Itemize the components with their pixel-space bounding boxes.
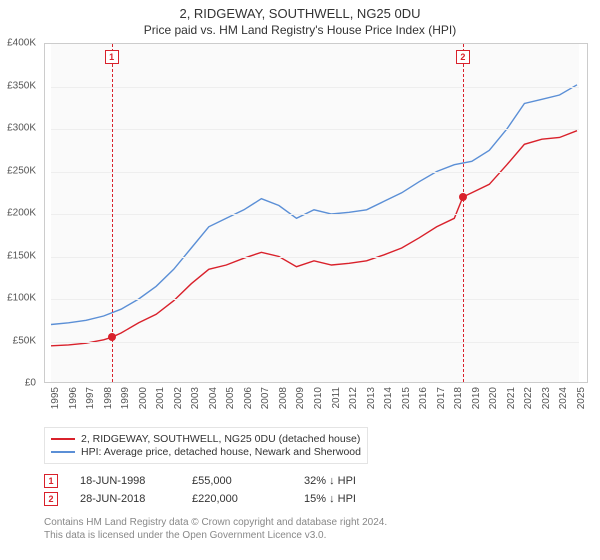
x-tick-label: 2015: [401, 387, 412, 409]
sale-dot: [108, 333, 116, 341]
sale-row-index: 1: [44, 474, 58, 488]
sale-price: £220,000: [192, 493, 282, 505]
x-tick-label: 2024: [558, 387, 569, 409]
x-tick-label: 2009: [295, 387, 306, 409]
y-tick-label: £150K: [7, 250, 36, 261]
sale-vs-hpi: 32% ↓ HPI: [304, 475, 394, 487]
legend-row: 2, RIDGEWAY, SOUTHWELL, NG25 0DU (detach…: [51, 433, 361, 445]
x-tick-label: 2019: [471, 387, 482, 409]
sale-marker-line: [463, 44, 464, 382]
x-tick-label: 2008: [278, 387, 289, 409]
chart-area: 12 £0£50K£100K£150K£200K£250K£300K£350K£…: [44, 43, 588, 383]
legend-label-red: 2, RIDGEWAY, SOUTHWELL, NG25 0DU (detach…: [81, 433, 360, 445]
title-block: 2, RIDGEWAY, SOUTHWELL, NG25 0DU Price p…: [8, 6, 592, 43]
gridline: [51, 342, 579, 343]
sale-date: 28-JUN-2018: [80, 493, 170, 505]
x-tick-label: 2025: [576, 387, 587, 409]
address-title: 2, RIDGEWAY, SOUTHWELL, NG25 0DU: [8, 6, 592, 21]
x-tick-label: 2003: [190, 387, 201, 409]
x-tick-label: 1997: [85, 387, 96, 409]
sale-marker-box: 2: [456, 50, 470, 64]
gridline: [51, 214, 579, 215]
y-axis: £0£50K£100K£150K£200K£250K£300K£350K£400…: [4, 43, 40, 383]
footer-line: Contains HM Land Registry data © Crown c…: [44, 516, 592, 529]
series-line-blue: [51, 85, 577, 325]
footer: Contains HM Land Registry data © Crown c…: [44, 516, 592, 542]
x-tick-label: 1998: [103, 387, 114, 409]
x-tick-label: 2023: [541, 387, 552, 409]
sale-marker-line: [112, 44, 113, 382]
gridline: [51, 87, 579, 88]
y-tick-label: £350K: [7, 80, 36, 91]
chart-subtitle: Price paid vs. HM Land Registry's House …: [8, 23, 592, 37]
series-line-red: [51, 131, 577, 346]
legend-row: HPI: Average price, detached house, Newa…: [51, 446, 361, 458]
x-tick-label: 2012: [348, 387, 359, 409]
legend: 2, RIDGEWAY, SOUTHWELL, NG25 0DU (detach…: [44, 427, 368, 464]
x-tick-label: 2016: [418, 387, 429, 409]
gridline: [51, 257, 579, 258]
y-tick-label: £300K: [7, 123, 36, 134]
gridline: [51, 172, 579, 173]
x-tick-label: 2018: [453, 387, 464, 409]
x-tick-label: 2002: [173, 387, 184, 409]
legend-label-blue: HPI: Average price, detached house, Newa…: [81, 446, 361, 458]
footer-line: This data is licensed under the Open Gov…: [44, 529, 592, 542]
sale-vs-hpi: 15% ↓ HPI: [304, 493, 394, 505]
x-tick-label: 2017: [436, 387, 447, 409]
x-tick-label: 2013: [366, 387, 377, 409]
x-tick-label: 1999: [120, 387, 131, 409]
x-tick-label: 2011: [331, 387, 342, 409]
sales-table: 1 18-JUN-1998 £55,000 32% ↓ HPI 2 28-JUN-2018…: [44, 474, 592, 510]
y-tick-label: £400K: [7, 38, 36, 49]
x-tick-label: 2020: [488, 387, 499, 409]
y-tick-label: £250K: [7, 165, 36, 176]
y-tick-label: £200K: [7, 208, 36, 219]
sale-row: 1 18-JUN-1998 £55,000 32% ↓ HPI: [44, 474, 592, 488]
x-tick-label: 2014: [383, 387, 394, 409]
x-tick-label: 2022: [523, 387, 534, 409]
x-tick-label: 2000: [138, 387, 149, 409]
sale-row: 2 28-JUN-2018 £220,000 15% ↓ HPI: [44, 492, 592, 506]
x-tick-label: 2007: [260, 387, 271, 409]
x-tick-label: 1995: [50, 387, 61, 409]
x-tick-label: 2001: [155, 387, 166, 409]
sale-price: £55,000: [192, 475, 282, 487]
y-tick-label: £0: [25, 378, 36, 389]
x-tick-label: 2021: [506, 387, 517, 409]
x-tick-label: 2005: [225, 387, 236, 409]
sale-row-index: 2: [44, 492, 58, 506]
x-tick-label: 2010: [313, 387, 324, 409]
x-tick-label: 2006: [243, 387, 254, 409]
sale-date: 18-JUN-1998: [80, 475, 170, 487]
y-tick-label: £100K: [7, 293, 36, 304]
sale-dot: [459, 193, 467, 201]
y-tick-label: £50K: [13, 335, 36, 346]
legend-swatch-red: [51, 438, 75, 440]
gridline: [51, 129, 579, 130]
sale-marker-box: 1: [105, 50, 119, 64]
plot-border: 12: [44, 43, 588, 383]
legend-swatch-blue: [51, 451, 75, 453]
gridline: [51, 299, 579, 300]
x-axis: 1995 1996 1997 1998 1999 2000 2001 2002 2003 2004…: [44, 385, 588, 419]
x-tick-label: 2004: [208, 387, 219, 409]
x-tick-label: 1996: [68, 387, 79, 409]
